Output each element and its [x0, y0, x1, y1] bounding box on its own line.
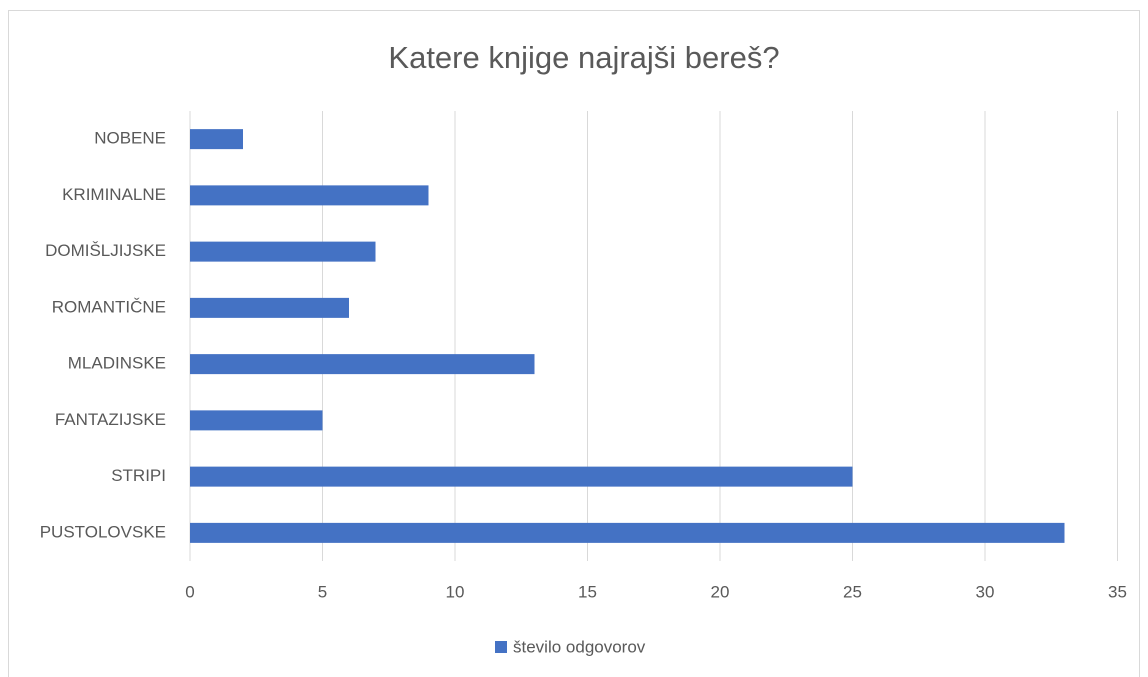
x-tick-label: 5: [318, 582, 327, 601]
y-tick-label: KRIMINALNE: [62, 185, 166, 204]
y-tick-label: MLADINSKE: [68, 354, 166, 373]
x-tick-label: 0: [185, 582, 194, 601]
chart-title: Katere knjige najrajši bereš?: [388, 40, 779, 75]
bar: [190, 466, 853, 487]
x-tick-label: 35: [1108, 582, 1127, 601]
bar: [190, 522, 1065, 543]
legend-swatch: [495, 641, 507, 653]
y-tick-label: PUSTOLOVSKE: [40, 522, 166, 541]
y-tick-label: NOBENE: [94, 129, 166, 148]
bar: [190, 129, 243, 150]
bar: [190, 297, 349, 318]
bar: [190, 241, 376, 262]
x-tick-label: 15: [578, 582, 597, 601]
x-tick-label: 30: [976, 582, 995, 601]
y-tick-label: ROMANTIČNE: [52, 297, 166, 316]
bar: [190, 354, 535, 375]
x-tick-label: 20: [711, 582, 730, 601]
y-tick-label: STRIPI: [111, 466, 166, 485]
y-tick-label: DOMIŠLJIJSKE: [45, 241, 166, 260]
x-tick-label: 10: [446, 582, 465, 601]
bar: [190, 410, 323, 431]
chart-border: [8, 10, 1140, 677]
y-tick-label: FANTAZIJSKE: [55, 410, 166, 429]
legend-label: število odgovorov: [513, 637, 646, 656]
x-tick-label: 25: [843, 582, 862, 601]
bar: [190, 185, 429, 206]
